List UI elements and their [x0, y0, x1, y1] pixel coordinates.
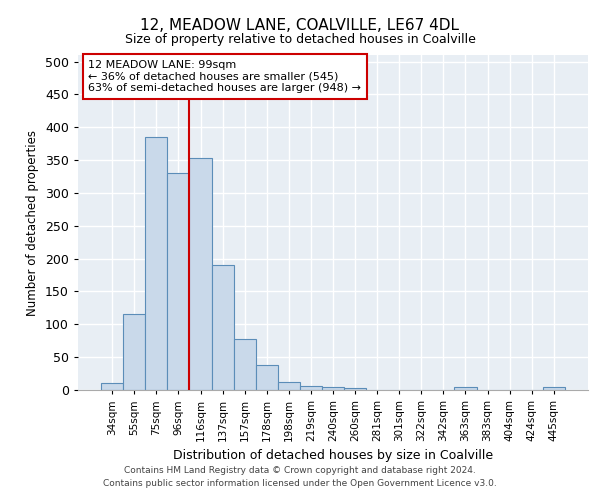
Bar — [344, 388, 366, 390]
Text: Size of property relative to detached houses in Coalville: Size of property relative to detached ho… — [125, 32, 475, 46]
Bar — [190, 158, 212, 390]
Bar — [123, 314, 145, 390]
X-axis label: Distribution of detached houses by size in Coalville: Distribution of detached houses by size … — [173, 450, 493, 462]
Bar — [212, 265, 233, 390]
Text: 12, MEADOW LANE, COALVILLE, LE67 4DL: 12, MEADOW LANE, COALVILLE, LE67 4DL — [140, 18, 460, 32]
Text: Contains HM Land Registry data © Crown copyright and database right 2024.
Contai: Contains HM Land Registry data © Crown c… — [103, 466, 497, 487]
Bar — [300, 386, 322, 390]
Bar — [322, 388, 344, 390]
Bar — [101, 384, 123, 390]
Y-axis label: Number of detached properties: Number of detached properties — [26, 130, 40, 316]
Bar — [167, 173, 190, 390]
Bar — [543, 388, 565, 390]
Bar — [145, 137, 167, 390]
Bar — [278, 382, 300, 390]
Text: 12 MEADOW LANE: 99sqm
← 36% of detached houses are smaller (545)
63% of semi-det: 12 MEADOW LANE: 99sqm ← 36% of detached … — [88, 60, 361, 93]
Bar — [256, 365, 278, 390]
Bar — [233, 340, 256, 390]
Bar — [454, 388, 476, 390]
